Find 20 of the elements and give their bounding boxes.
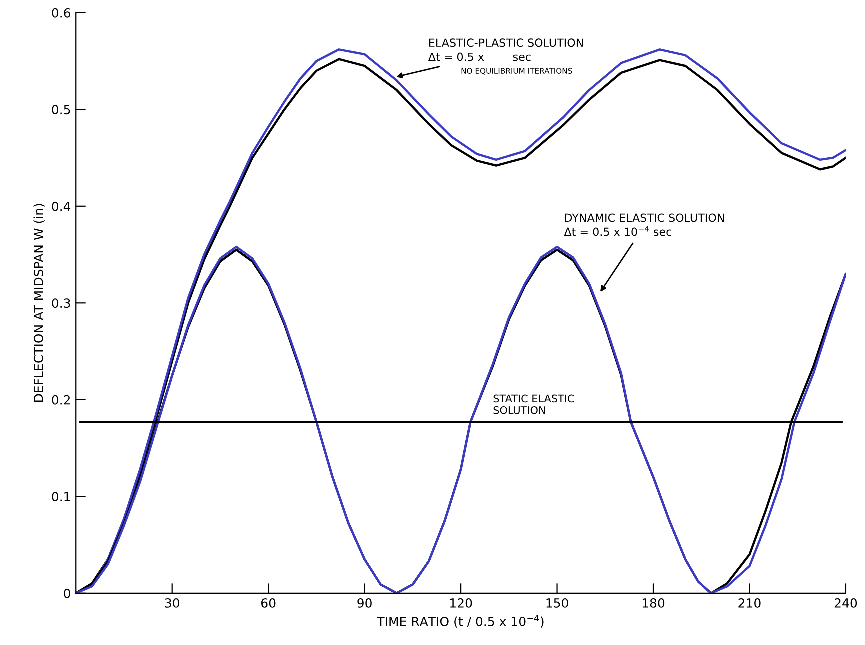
annotation: ELASTIC-PLASTIC SOLUTION Δt = 0.5 x sec bbox=[428, 38, 584, 62]
x-tick-label: 150 bbox=[546, 598, 568, 608]
x-tick-label: 240 bbox=[834, 598, 858, 608]
x-tick-label: 180 bbox=[642, 598, 665, 608]
y-tick-label: 0.3 bbox=[52, 298, 70, 308]
y-tick-label: 0.2 bbox=[52, 395, 70, 405]
y-tick-label: 0.5 bbox=[52, 105, 70, 115]
x-axis-title: TIME RATIO (t / 0.5 x 10$^{−4}$) bbox=[377, 615, 544, 628]
x-tick-label: 120 bbox=[450, 598, 472, 608]
y-tick-label: 0.1 bbox=[52, 492, 70, 502]
x-tick-label: 90 bbox=[358, 598, 372, 608]
x-tick-label: 210 bbox=[738, 598, 761, 608]
y-tick-label: 0 bbox=[64, 588, 70, 598]
y-tick-label: 0.4 bbox=[52, 202, 71, 212]
y-tick-label: 0.6 bbox=[52, 8, 70, 18]
y-axis-title: DEFLECTION AT MIDSPAN W (in) bbox=[34, 204, 45, 402]
x-tick-label: 30 bbox=[165, 598, 180, 608]
ref-line-label: STATIC ELASTIC SOLUTION bbox=[494, 394, 574, 414]
annotation: DYNAMIC ELASTIC SOLUTION Δt = 0.5 x 10$^{−4}$ sec bbox=[564, 214, 724, 236]
x-tick-label: 60 bbox=[262, 598, 276, 608]
